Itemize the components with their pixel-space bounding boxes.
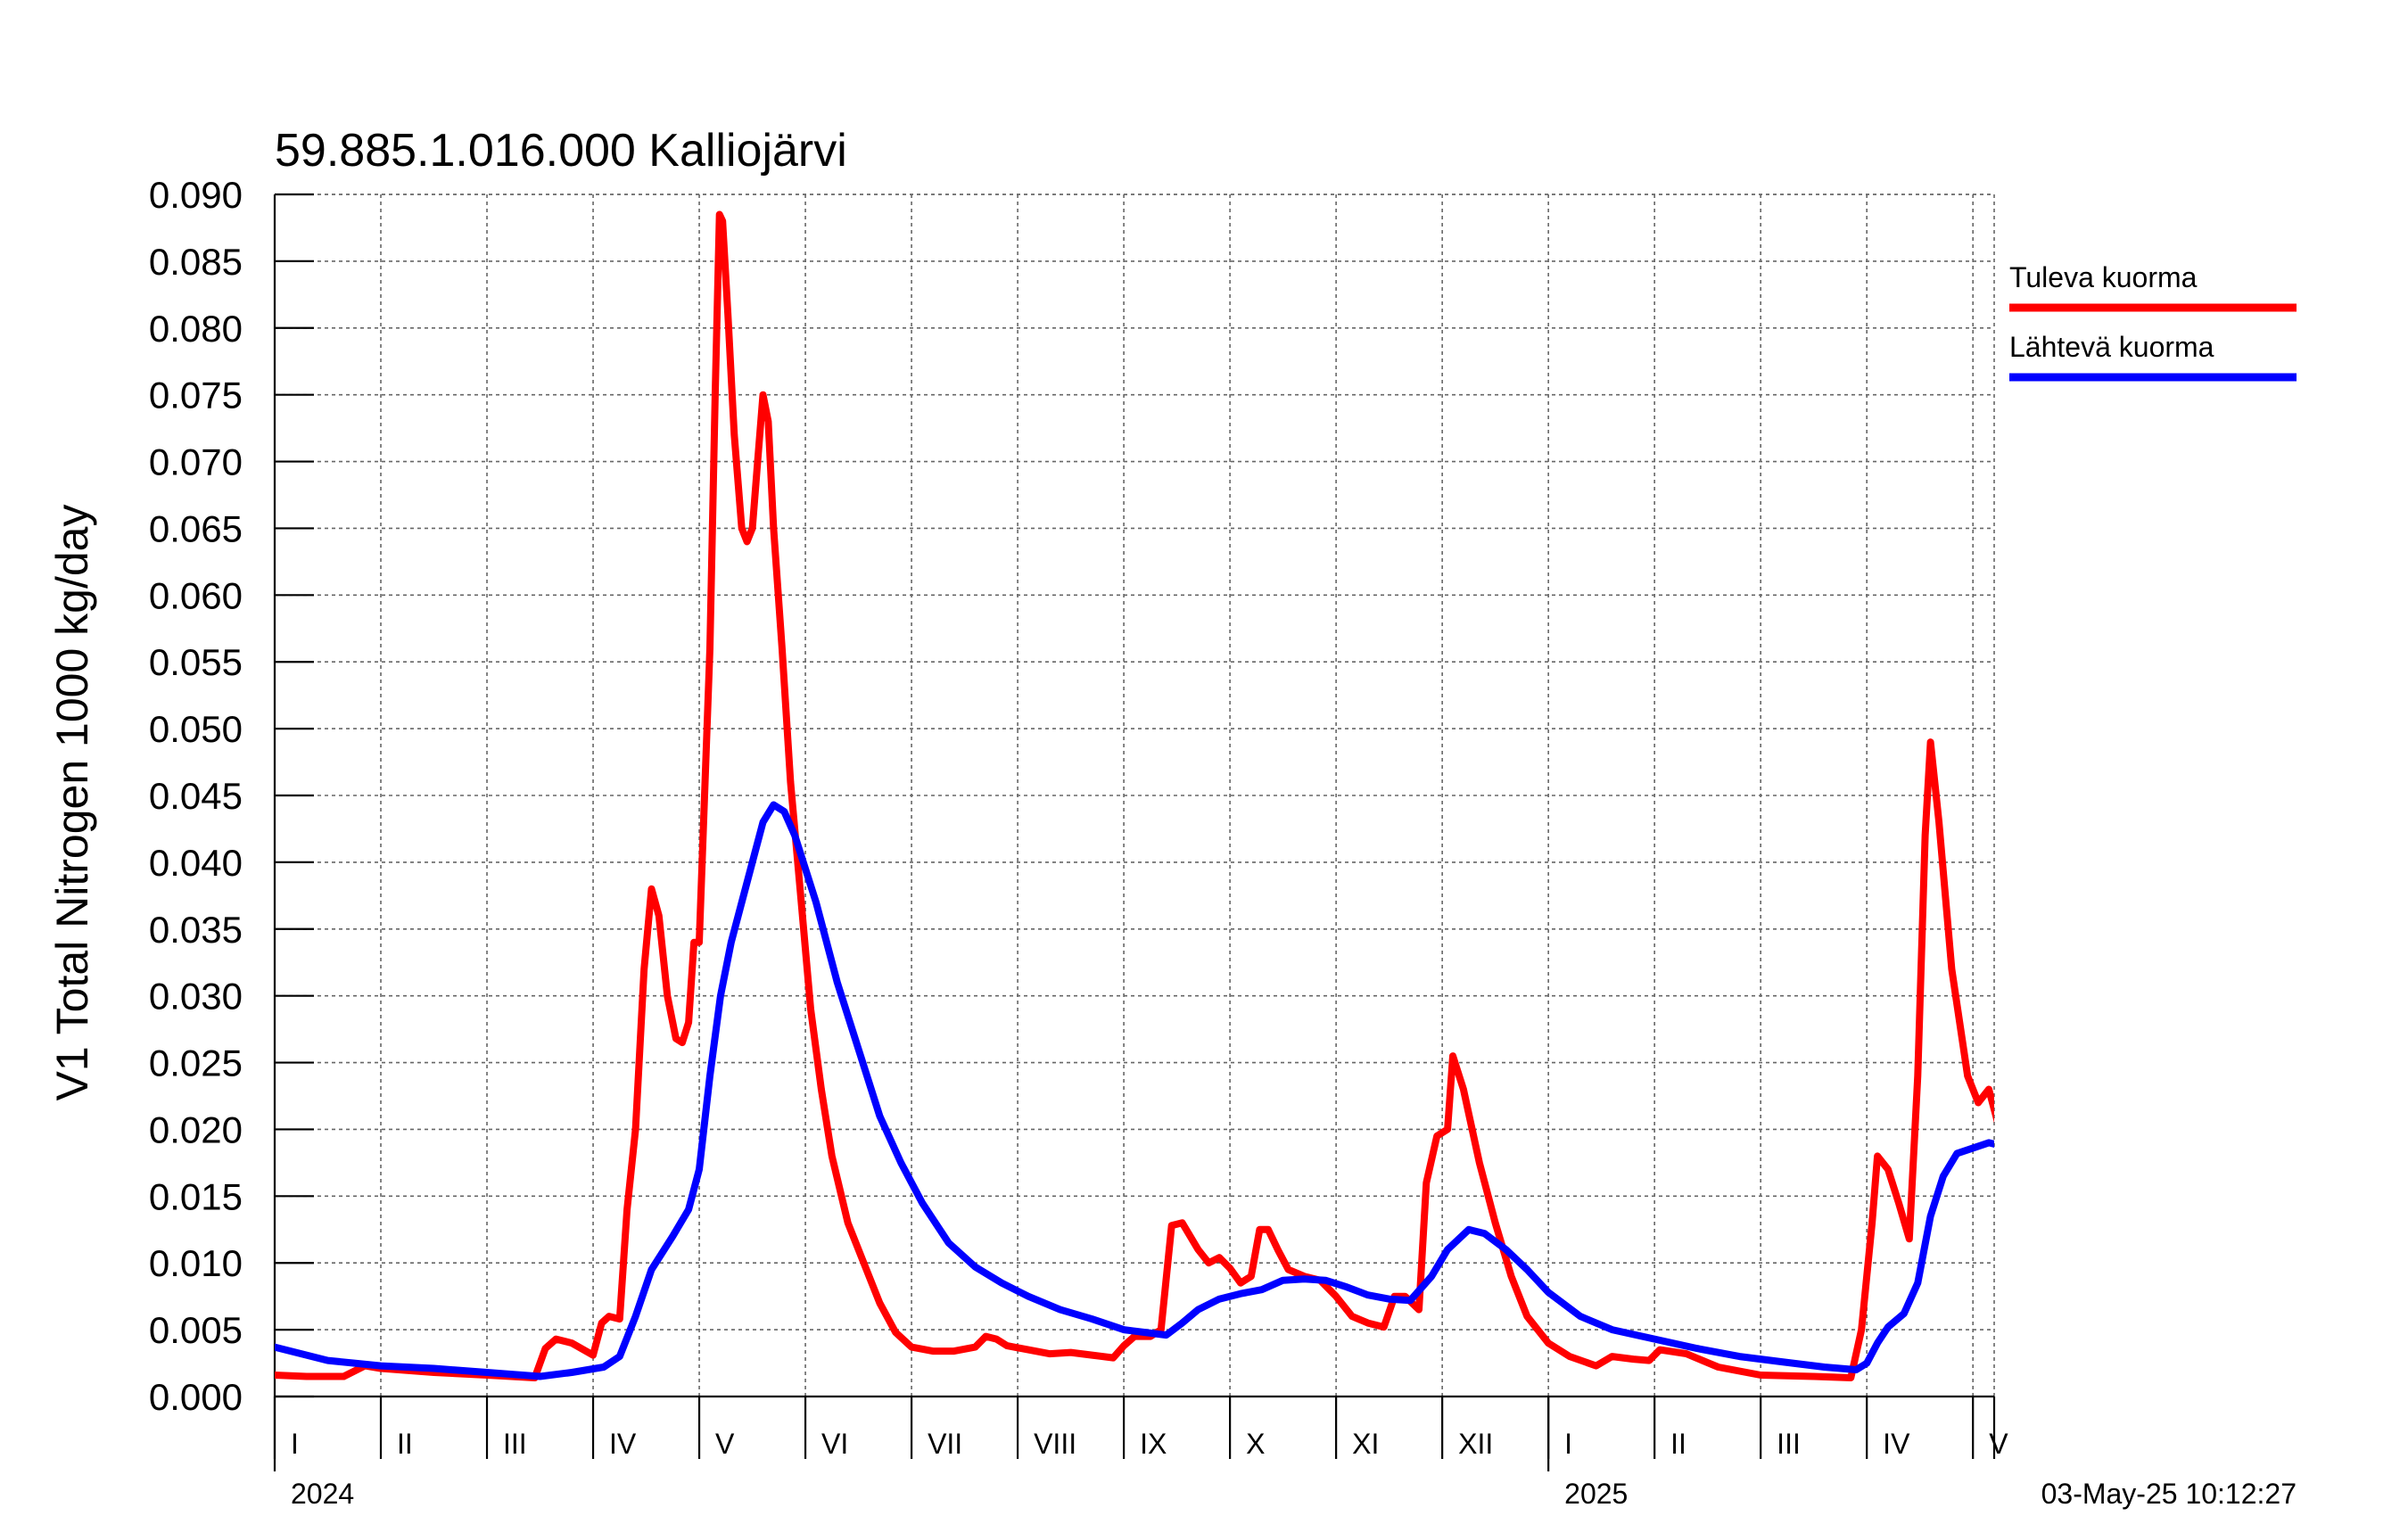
y-tick-label: 0.035 (149, 909, 243, 951)
month-label: XII (1458, 1428, 1493, 1460)
y-tick-label: 0.040 (149, 842, 243, 884)
month-label: I (1564, 1428, 1572, 1460)
y-tick-label: 0.085 (149, 241, 243, 283)
month-label: VI (821, 1428, 848, 1460)
month-label: VIII (1034, 1428, 1076, 1460)
legend: Tuleva kuorma Lähtevä kuorma (2009, 261, 2297, 382)
month-label: III (503, 1428, 527, 1460)
axes (273, 194, 1994, 1459)
chart-title: 59.885.1.016.000 Kalliojärvi (275, 125, 847, 177)
series-lines (275, 210, 1994, 1381)
y-tick-label: 0.020 (149, 1108, 243, 1150)
y-tick-label: 0.060 (149, 574, 243, 616)
month-label: V (715, 1428, 735, 1460)
month-label: XI (1352, 1428, 1379, 1460)
y-axis-ticks: 0.000 0.005 0.010 0.015 0.020 0.025 0.030 0.035… (149, 174, 314, 1418)
month-label: II (1670, 1428, 1686, 1460)
y-axis-label: V1 Total Nitrogen 1000 kg/day (47, 505, 97, 1101)
month-label: IV (609, 1428, 637, 1460)
month-label: VII (928, 1428, 962, 1460)
month-label: V (1989, 1428, 2008, 1460)
month-label: IX (1140, 1428, 1167, 1460)
legend-label-lahteva: Lähtevä kuorma (2009, 331, 2214, 363)
y-tick-label: 0.070 (149, 441, 243, 483)
y-tick-label: 0.000 (149, 1376, 243, 1418)
y-tick-label: 0.080 (149, 308, 243, 350)
month-label: II (397, 1428, 413, 1460)
y-tick-label: 0.015 (149, 1175, 243, 1217)
y-tick-label: 0.045 (149, 775, 243, 817)
y-tick-label: 0.065 (149, 507, 243, 549)
y-tick-label: 0.005 (149, 1309, 243, 1351)
series-line-tuleva (275, 210, 1994, 1381)
y-tick-label: 0.050 (149, 708, 243, 750)
month-label: IV (1883, 1428, 1910, 1460)
timestamp: 03-May-25 10:12:27 (2041, 1478, 2297, 1510)
legend-label-tuleva: Tuleva kuorma (2009, 261, 2198, 293)
y-tick-label: 0.010 (149, 1242, 243, 1284)
y-tick-label: 0.090 (149, 174, 243, 216)
year-label: 2024 (291, 1478, 354, 1510)
series-line-lahteva (275, 801, 1994, 1380)
year-label: 2025 (1564, 1478, 1628, 1510)
y-tick-label: 0.055 (149, 641, 243, 683)
grid (275, 194, 1995, 1397)
month-label: X (1246, 1428, 1265, 1460)
month-label: I (291, 1428, 299, 1460)
y-tick-label: 0.030 (149, 976, 243, 1018)
y-tick-label: 0.075 (149, 375, 243, 416)
month-label: III (1777, 1428, 1801, 1460)
y-tick-label: 0.025 (149, 1042, 243, 1084)
